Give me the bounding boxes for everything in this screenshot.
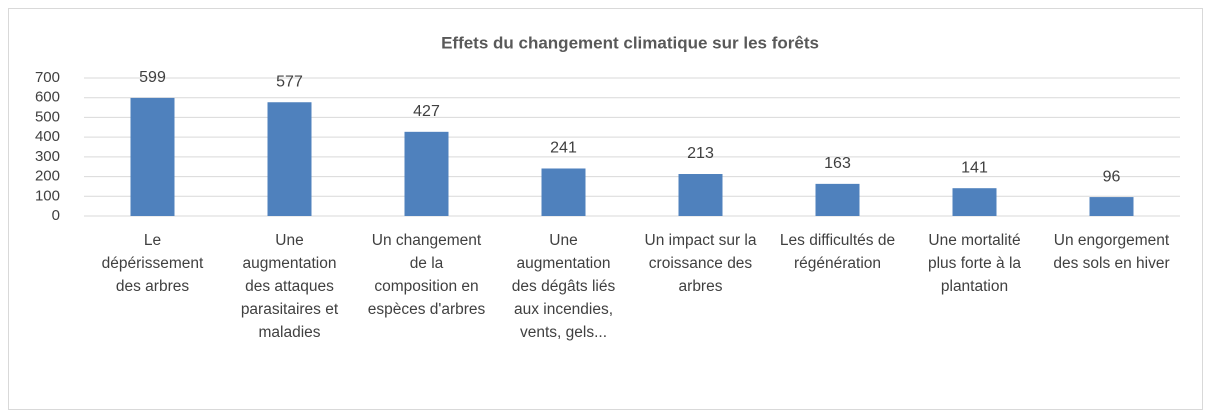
x-tick-label: Les difficultés de régénération bbox=[779, 232, 896, 272]
y-tick-label: 700 bbox=[35, 69, 60, 86]
x-tick-label: Un impact sur la croissance des arbres bbox=[644, 232, 757, 295]
data-label: 241 bbox=[550, 140, 577, 157]
y-tick-label: 200 bbox=[35, 168, 60, 185]
y-tick-label: 0 bbox=[52, 207, 60, 224]
x-tick-label: Un changement de la composition en espèc… bbox=[367, 232, 486, 318]
chart-frame bbox=[8, 8, 1203, 410]
bar bbox=[130, 97, 175, 216]
x-tick-label: Un engorgement des sols en hiver bbox=[1053, 232, 1170, 272]
data-label: 427 bbox=[413, 103, 440, 120]
bar bbox=[952, 188, 997, 216]
bar bbox=[541, 168, 586, 216]
bar bbox=[404, 131, 449, 216]
chart-title: Effets du changement climatique sur les … bbox=[441, 33, 819, 52]
y-tick-label: 100 bbox=[35, 187, 60, 204]
bar bbox=[815, 183, 860, 216]
y-tick-label: 600 bbox=[35, 89, 60, 106]
data-label: 96 bbox=[1103, 168, 1121, 185]
x-tick-label: Le dépérissement des arbres bbox=[101, 232, 204, 295]
data-label: 141 bbox=[961, 159, 988, 176]
x-tick-label: Une augmentation des attaques parasitair… bbox=[240, 232, 339, 341]
y-tick-label: 300 bbox=[35, 148, 60, 165]
x-tick-label: Une mortalité plus forte à la plantation bbox=[927, 232, 1022, 295]
bar bbox=[678, 174, 723, 216]
data-label: 577 bbox=[276, 73, 303, 90]
data-label: 599 bbox=[139, 69, 166, 86]
data-label: 213 bbox=[687, 145, 714, 162]
bar bbox=[267, 102, 312, 216]
bar bbox=[1089, 197, 1134, 216]
data-label: 163 bbox=[824, 155, 851, 172]
y-tick-label: 500 bbox=[35, 108, 60, 125]
x-tick-label: Une augmentation des dégâts liés aux inc… bbox=[511, 232, 616, 341]
y-tick-label: 400 bbox=[35, 128, 60, 145]
